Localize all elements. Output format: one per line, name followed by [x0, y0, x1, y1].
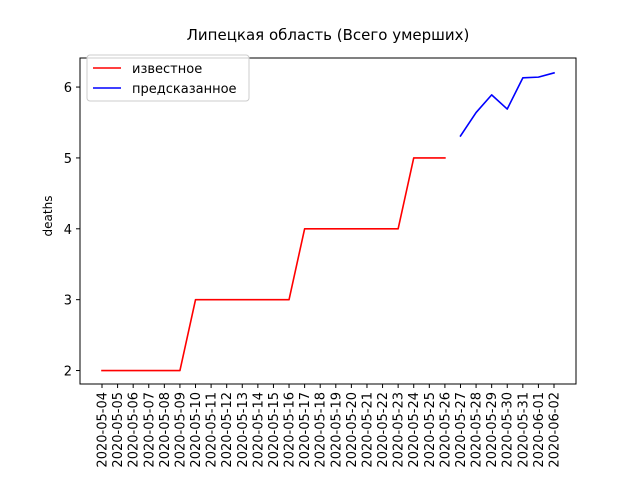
x-tick-label: 2020-05-08 — [158, 392, 173, 468]
y-tick-label: 4 — [64, 223, 72, 238]
x-tick-label: 2020-05-13 — [236, 392, 251, 468]
x-tick-label: 2020-05-12 — [220, 392, 235, 468]
y-tick-label: 2 — [64, 365, 72, 380]
legend-label-0: известное — [132, 62, 202, 77]
y-tick-label: 3 — [64, 294, 72, 309]
x-tick-label: 2020-05-26 — [438, 392, 453, 468]
x-tick-label: 2020-05-19 — [329, 392, 344, 468]
axes-frame — [79, 57, 577, 385]
x-tick-label: 2020-05-29 — [485, 392, 500, 468]
x-tick-label: 2020-05-24 — [407, 392, 422, 468]
x-tick-label: 2020-05-14 — [251, 392, 266, 468]
legend-box — [86, 54, 250, 102]
x-tick-label: 2020-05-07 — [142, 392, 157, 468]
series-line-1 — [459, 71, 555, 138]
x-tick-label: 2020-05-10 — [189, 392, 204, 468]
x-tick-label: 2020-05-25 — [423, 392, 438, 468]
legend-label-1: предсказанное — [132, 82, 237, 97]
x-tick-label: 2020-05-23 — [392, 392, 407, 468]
x-tick-label: 2020-05-30 — [501, 392, 516, 468]
x-tick-label: 2020-06-02 — [548, 392, 563, 468]
x-tick-label: 2020-05-18 — [314, 392, 329, 468]
x-tick-label: 2020-05-27 — [454, 392, 469, 468]
x-tick-label: 2020-05-09 — [173, 392, 188, 468]
x-tick-label: 2020-05-31 — [516, 392, 531, 468]
plot-area — [79, 57, 577, 385]
y-axis-label: deaths — [41, 196, 55, 237]
y-tick-label: 5 — [64, 152, 72, 167]
x-tick-label: 2020-05-22 — [376, 392, 391, 468]
x-tick-label: 2020-05-16 — [283, 392, 298, 468]
x-tick-label: 2020-06-01 — [532, 392, 547, 468]
x-tick-label: 2020-05-17 — [298, 392, 313, 468]
x-tick-label: 2020-05-15 — [267, 392, 282, 468]
x-tick-label: 2020-05-05 — [111, 392, 126, 468]
x-tick-label: 2020-05-20 — [345, 392, 360, 468]
legend: известное предсказанное — [86, 54, 250, 102]
chart-title: Липецкая область (Всего умерших) — [187, 26, 470, 44]
x-tick-label: 2020-05-11 — [205, 392, 220, 468]
y-tick-label: 6 — [64, 81, 72, 96]
x-tick-label: 2020-05-21 — [360, 392, 375, 468]
x-tick-label: 2020-05-28 — [470, 392, 485, 468]
x-tick-label: 2020-05-06 — [127, 392, 142, 468]
x-tick-label: 2020-05-04 — [96, 392, 111, 468]
series-line-0 — [101, 157, 446, 372]
